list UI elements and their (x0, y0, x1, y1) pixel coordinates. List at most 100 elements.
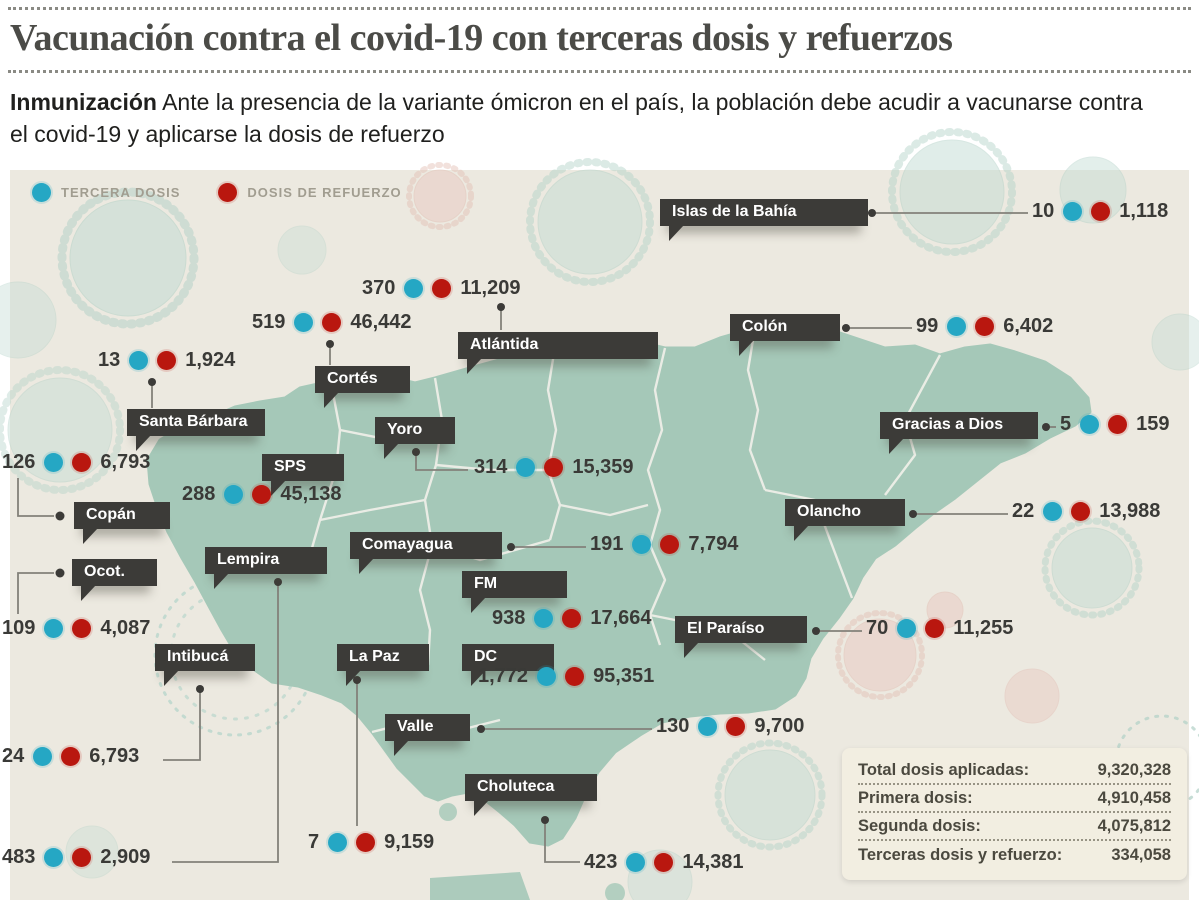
value-refuerzo: 6,793 (89, 745, 140, 767)
legend: TERCERA DOSIS DOSIS DE REFUERZO (32, 183, 402, 202)
values-intibuca: 24 6,793 (2, 745, 139, 768)
value-tercera: 130 (656, 715, 690, 737)
value-tercera: 99 (916, 315, 939, 337)
value-refuerzo: 1,924 (185, 349, 236, 371)
value-tercera: 370 (362, 277, 396, 299)
values-el-paraiso: 70 11,255 (866, 617, 1013, 640)
label-atlantida: Atlántida (458, 332, 658, 374)
label-comayagua: Comayagua (350, 532, 502, 574)
tercera-dot-icon (516, 458, 536, 477)
label-valle: Valle (385, 714, 470, 756)
value-refuerzo: 6,793 (100, 451, 151, 473)
primera-dosis-value: 4,910,458 (1097, 788, 1171, 807)
tercera-dot-icon (33, 747, 53, 766)
coastal-islands (430, 803, 625, 900)
tercera-dot-icon (224, 485, 244, 504)
value-tercera: 288 (182, 483, 216, 505)
label-santa-barbara: Santa Bárbara (127, 409, 265, 451)
honduras-shape (146, 321, 1092, 847)
total-dosis-value: 9,320,328 (1097, 760, 1171, 779)
value-refuerzo: 15,359 (572, 456, 634, 478)
value-refuerzo: 17,664 (590, 607, 652, 629)
label-gracias-a-dios: Gracias a Dios (880, 412, 1038, 454)
values-cortes: 519 46,442 (252, 311, 412, 334)
value-tercera: 109 (2, 617, 36, 639)
label-ocotepeque: Ocot. (72, 559, 157, 601)
values-lempira: 483 2,909 (2, 846, 150, 869)
tercera-dosis-legend-label: TERCERA DOSIS (61, 185, 181, 200)
value-tercera: 191 (590, 533, 624, 555)
tercera-dot-icon (328, 833, 348, 852)
refuerzo-dot-icon (1071, 502, 1091, 521)
value-refuerzo: 11,255 (953, 617, 1014, 639)
label-colon: Colón (730, 314, 840, 356)
refuerzo-dot-icon (562, 609, 582, 628)
value-tercera: 13 (98, 349, 121, 371)
label-distrito-central: DC (462, 644, 554, 686)
page-title: Vacunación contra el covid-19 con tercer… (10, 17, 953, 59)
value-refuerzo: 2,909 (100, 846, 151, 868)
terceras-dosis-label: Terceras dosis y refuerzo: (858, 845, 1063, 864)
tercera-dot-icon (534, 609, 554, 628)
value-tercera: 519 (252, 311, 286, 333)
label-lempira: Lempira (205, 547, 327, 589)
refuerzo-legend-label: DOSIS DE REFUERZO (247, 185, 402, 200)
value-refuerzo: 159 (1136, 413, 1170, 435)
label-olancho: Olancho (785, 499, 905, 541)
refuerzo-dot-icon (925, 619, 945, 638)
refuerzo-dot-icon (654, 853, 674, 872)
values-atlantida: 370 11,209 (362, 277, 520, 300)
value-tercera: 22 (1012, 500, 1035, 522)
values-la-paz: 7 9,159 (308, 831, 434, 854)
value-refuerzo: 9,159 (384, 831, 435, 853)
tercera-dot-icon (404, 279, 424, 298)
value-tercera: 5 (1060, 413, 1072, 435)
tercera-dot-icon (947, 317, 967, 336)
segunda-dosis-label: Segunda dosis: (858, 816, 981, 835)
value-refuerzo: 13,988 (1099, 500, 1161, 522)
label-la-paz: La Paz (337, 644, 429, 686)
table-row: Primera dosis: 4,910,458 (858, 785, 1171, 813)
tercera-dot-icon (1063, 202, 1083, 221)
value-refuerzo: 7,794 (688, 533, 739, 555)
refuerzo-dot-icon (61, 747, 81, 766)
table-row: Segunda dosis: 4,075,812 (858, 813, 1171, 841)
dotted-rule-under-title (8, 70, 1191, 73)
value-refuerzo: 11,209 (460, 277, 521, 299)
primera-dosis-label: Primera dosis: (858, 788, 973, 807)
table-row: Total dosis aplicadas: 9,320,328 (858, 757, 1171, 785)
values-gracias-a-dios: 5 159 (1060, 413, 1170, 436)
label-cortes: Cortés (315, 366, 410, 408)
values-colon: 99 6,402 (916, 315, 1053, 338)
refuerzo-dot-icon (1108, 415, 1128, 434)
refuerzo-dot-icon (1091, 202, 1111, 221)
refuerzo-dot-icon (544, 458, 564, 477)
values-francisco-morazan: 938 17,664 (492, 607, 652, 630)
connector-lines (17, 212, 1056, 863)
value-tercera: 10 (1032, 200, 1055, 222)
value-refuerzo: 6,402 (1003, 315, 1054, 337)
value-refuerzo: 9,700 (754, 715, 805, 737)
values-olancho: 22 13,988 (1012, 500, 1160, 523)
value-refuerzo: 4,087 (100, 617, 151, 639)
values-copan: 126 6,793 (2, 451, 150, 474)
label-el-paraiso: El Paraíso (675, 616, 807, 658)
tercera-dot-icon (626, 853, 646, 872)
tercera-dot-icon (1043, 502, 1063, 521)
values-choluteca: 423 14,381 (584, 851, 744, 874)
tercera-dot-icon (44, 848, 64, 867)
values-yoro: 314 15,359 (474, 456, 634, 479)
value-refuerzo: 14,381 (682, 851, 744, 873)
refuerzo-dot-icon (432, 279, 452, 298)
subtitle: Inmunización Ante la presencia de la var… (10, 86, 1160, 150)
refuerzo-dot-icon (356, 833, 376, 852)
tercera-dot-icon (897, 619, 917, 638)
values-comayagua: 191 7,794 (590, 533, 738, 556)
value-refuerzo: 1,118 (1119, 200, 1169, 222)
refuerzo-dot-icon (565, 667, 585, 686)
tercera-dot-icon (537, 667, 557, 686)
refuerzo-dot-icon (72, 453, 92, 472)
values-valle: 130 9,700 (656, 715, 804, 738)
refuerzo-dot-icon (157, 351, 177, 370)
values-santa-barbara: 13 1,924 (98, 349, 235, 372)
